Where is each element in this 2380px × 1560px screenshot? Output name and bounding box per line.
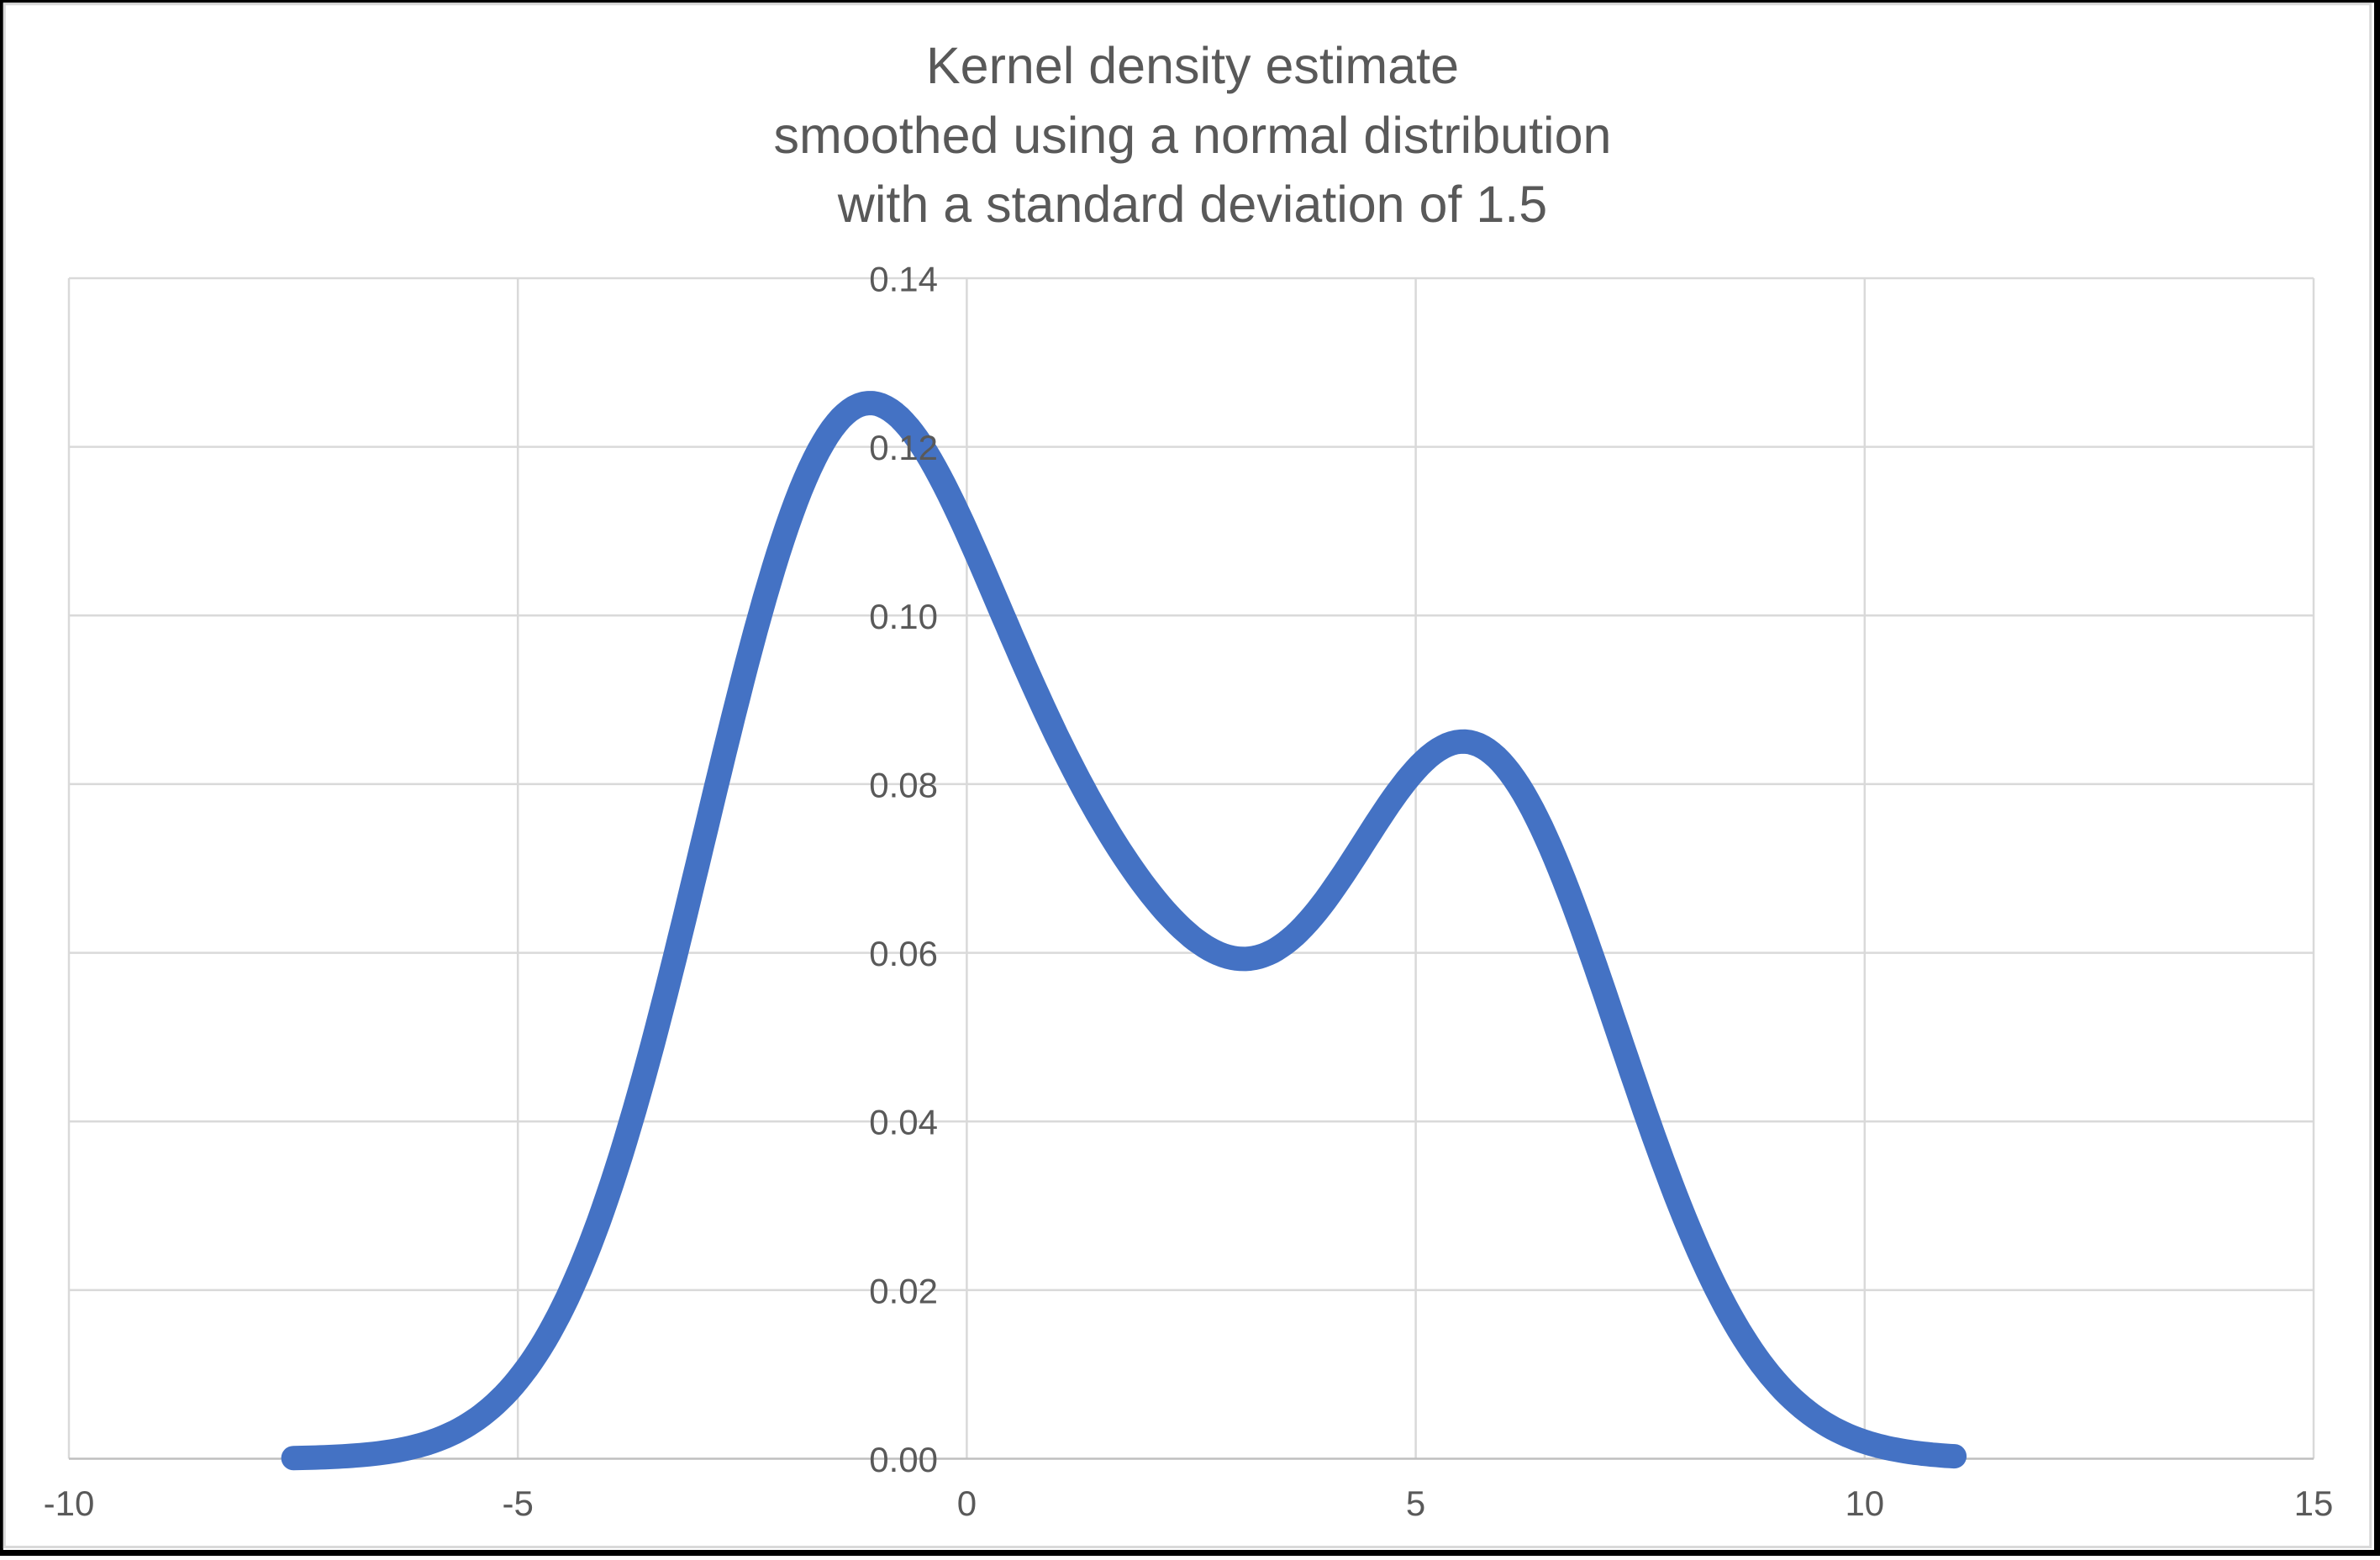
svg-text:0: 0 [957, 1484, 977, 1523]
svg-text:0.04: 0.04 [869, 1103, 938, 1142]
svg-text:Kernel density estimate: Kernel density estimate [926, 37, 1459, 94]
svg-text:0.00: 0.00 [869, 1440, 938, 1479]
svg-text:0.06: 0.06 [869, 934, 938, 973]
svg-text:0.08: 0.08 [869, 765, 938, 804]
svg-text:0.12: 0.12 [869, 428, 938, 467]
svg-text:-5: -5 [503, 1484, 534, 1523]
svg-text:with a standard deviation of 1: with a standard deviation of 1.5 [837, 176, 1547, 233]
svg-text:10: 10 [1845, 1484, 1884, 1523]
svg-text:15: 15 [2294, 1484, 2334, 1523]
svg-text:0.02: 0.02 [869, 1271, 938, 1310]
svg-text:smoothed using a normal distri: smoothed using a normal distribution [774, 107, 1612, 164]
svg-text:0.14: 0.14 [869, 260, 938, 299]
svg-text:0.10: 0.10 [869, 597, 938, 636]
svg-text:-10: -10 [44, 1484, 95, 1523]
svg-text:5: 5 [1406, 1484, 1425, 1523]
